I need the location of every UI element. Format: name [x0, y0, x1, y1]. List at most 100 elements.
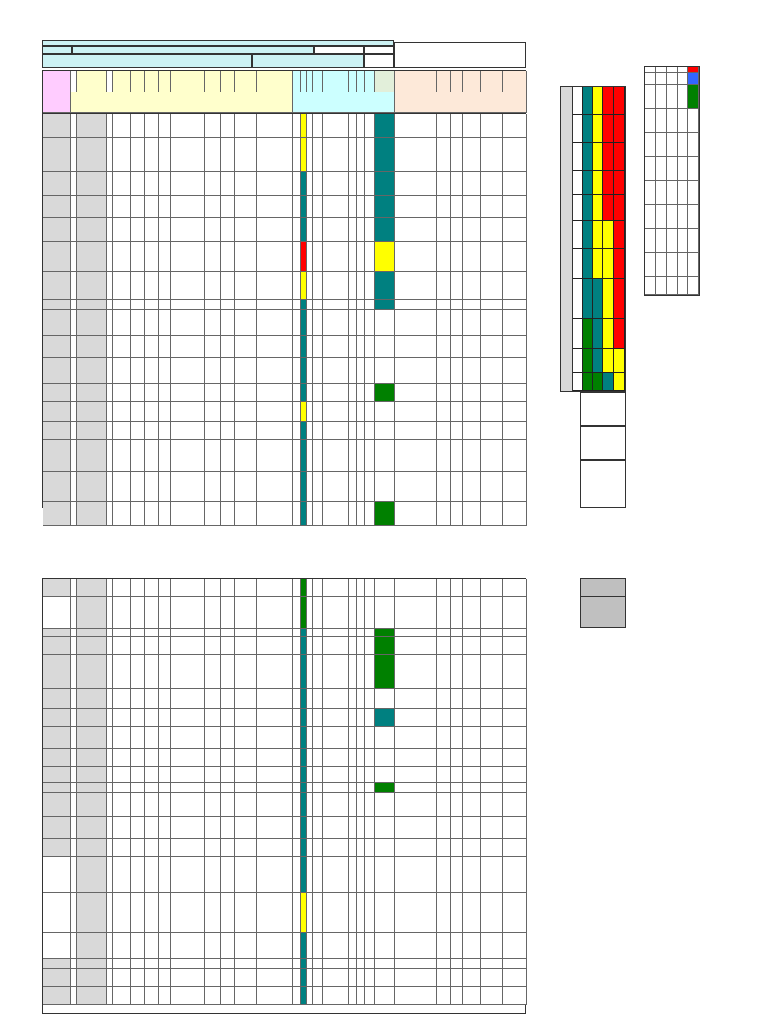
table-cell[interactable]: [307, 597, 313, 629]
table-cell[interactable]: [437, 749, 451, 767]
table-cell[interactable]: [145, 172, 159, 196]
table-cell[interactable]: [131, 783, 145, 793]
table-cell[interactable]: [131, 689, 145, 709]
table-cell[interactable]: [323, 218, 349, 242]
col-header[interactable]: [463, 71, 481, 93]
table-cell[interactable]: [107, 655, 113, 689]
col-header[interactable]: [131, 71, 145, 93]
table-cell[interactable]: [113, 422, 131, 440]
table-cell[interactable]: [205, 959, 221, 969]
table-cell[interactable]: [43, 793, 71, 817]
table-cell[interactable]: [301, 987, 307, 1005]
table-cell[interactable]: [307, 440, 313, 472]
table-cell[interactable]: [395, 959, 437, 969]
table-cell[interactable]: [171, 689, 205, 709]
table-cell[interactable]: [293, 138, 301, 172]
table-cell[interactable]: [43, 502, 71, 526]
table-cell[interactable]: [307, 857, 313, 893]
table-cell[interactable]: [503, 767, 527, 783]
table-cell[interactable]: [43, 196, 71, 218]
table-cell[interactable]: [235, 783, 257, 793]
table-cell[interactable]: [171, 310, 205, 336]
table-cell[interactable]: [307, 502, 313, 526]
table-cell[interactable]: [205, 839, 221, 857]
table-cell[interactable]: [349, 502, 357, 526]
table-cell[interactable]: [375, 933, 395, 959]
table-cell[interactable]: [145, 689, 159, 709]
table-cell[interactable]: [395, 893, 437, 933]
table-cell[interactable]: [205, 767, 221, 783]
table-cell[interactable]: [323, 793, 349, 817]
table-cell[interactable]: [375, 579, 395, 597]
table-cell[interactable]: [171, 597, 205, 629]
table-cell[interactable]: [451, 629, 463, 637]
table-cell[interactable]: [43, 857, 71, 893]
table-cell[interactable]: [463, 440, 481, 472]
table-cell[interactable]: [107, 597, 113, 629]
table-cell[interactable]: [145, 579, 159, 597]
table-cell[interactable]: [293, 689, 301, 709]
table-cell[interactable]: [131, 310, 145, 336]
table-cell[interactable]: [159, 358, 171, 384]
col-header[interactable]: [43, 71, 71, 93]
table-cell[interactable]: [463, 933, 481, 959]
table-cell[interactable]: [205, 242, 221, 272]
table-cell[interactable]: [307, 172, 313, 196]
table-cell[interactable]: [301, 629, 307, 637]
table-cell[interactable]: [357, 597, 365, 629]
table-cell[interactable]: [77, 358, 107, 384]
table-cell[interactable]: [235, 272, 257, 300]
table-cell[interactable]: [107, 857, 113, 893]
table-cell[interactable]: [301, 440, 307, 472]
table-cell[interactable]: [293, 893, 301, 933]
table-cell[interactable]: [113, 689, 131, 709]
table-cell[interactable]: [205, 138, 221, 172]
table-cell[interactable]: [357, 749, 365, 767]
table-cell[interactable]: [481, 857, 503, 893]
table-cell[interactable]: [131, 933, 145, 959]
table-cell[interactable]: [463, 472, 481, 502]
table-cell[interactable]: [349, 358, 357, 384]
legend-cell[interactable]: [678, 133, 688, 157]
date-block[interactable]: [252, 54, 364, 68]
table-cell[interactable]: [77, 502, 107, 526]
table-cell[interactable]: [437, 959, 451, 969]
table-cell[interactable]: [349, 933, 357, 959]
table-cell[interactable]: [313, 472, 323, 502]
table-cell[interactable]: [357, 440, 365, 472]
table-cell[interactable]: [503, 336, 527, 358]
table-cell[interactable]: [437, 196, 451, 218]
table-cell[interactable]: [43, 358, 71, 384]
table-cell[interactable]: [43, 689, 71, 709]
table-cell[interactable]: [323, 384, 349, 402]
table-cell[interactable]: [323, 817, 349, 839]
table-cell[interactable]: [131, 709, 145, 727]
table-cell[interactable]: [71, 933, 77, 959]
table-cell[interactable]: [301, 196, 307, 218]
table-cell[interactable]: [437, 783, 451, 793]
table-cell[interactable]: [293, 727, 301, 749]
table-cell[interactable]: [301, 783, 307, 793]
process-label-cell[interactable]: [42, 46, 72, 54]
table-cell[interactable]: [375, 402, 395, 422]
table-cell[interactable]: [375, 689, 395, 709]
table-cell[interactable]: [357, 196, 365, 218]
table-cell[interactable]: [113, 336, 131, 358]
table-cell[interactable]: [503, 114, 527, 138]
table-cell[interactable]: [221, 969, 235, 987]
table-cell[interactable]: [365, 502, 375, 526]
table-cell[interactable]: [437, 384, 451, 402]
table-cell[interactable]: [313, 172, 323, 196]
table-cell[interactable]: [313, 502, 323, 526]
legend-cell[interactable]: [645, 109, 656, 133]
table-cell[interactable]: [145, 114, 159, 138]
table-cell[interactable]: [357, 138, 365, 172]
table-cell[interactable]: [307, 300, 313, 310]
table-cell[interactable]: [257, 969, 293, 987]
table-cell[interactable]: [43, 597, 71, 629]
table-cell[interactable]: [365, 218, 375, 242]
table-cell[interactable]: [357, 384, 365, 402]
table-cell[interactable]: [107, 172, 113, 196]
table-cell[interactable]: [437, 817, 451, 839]
table-cell[interactable]: [131, 857, 145, 893]
